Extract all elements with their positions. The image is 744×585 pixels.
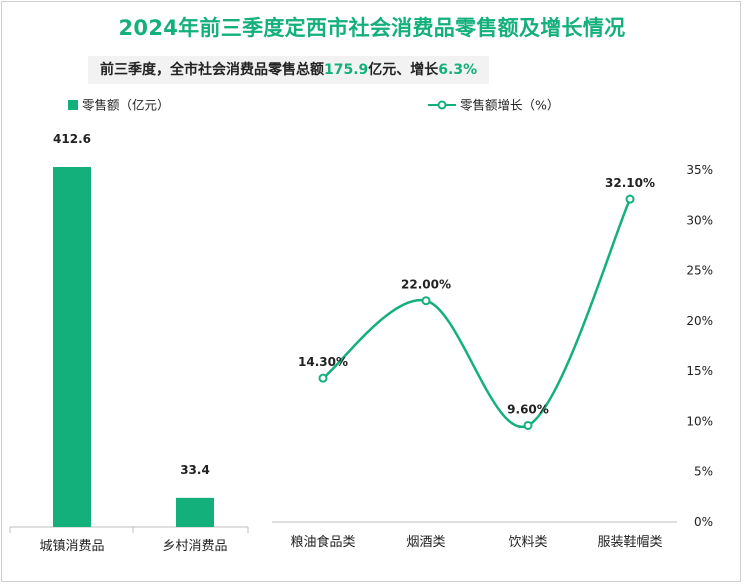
line-y-tick-label: 25%: [686, 264, 713, 278]
bar-category-label: 城镇消费品: [39, 539, 104, 554]
bar: [53, 167, 91, 527]
line-y-tick-label: 0%: [694, 515, 713, 529]
line-point: [421, 296, 431, 306]
chart-subtitle: 前三季度，全市社会消费品零售总额175.9亿元、增长6.3%: [88, 56, 490, 84]
bar-value-label: 33.4: [180, 463, 210, 477]
bars-layer: 412.6 城镇消费品 33.4 乡村消费品: [39, 132, 227, 554]
line-category-label: 服装鞋帽类: [597, 534, 662, 550]
bar: [176, 497, 214, 527]
line-y-tick-label: 5%: [694, 465, 713, 479]
line-y-tick-label: 10%: [686, 414, 713, 428]
legend-line-label: 零售额增长（%）: [460, 98, 559, 113]
line-category-label: 粮油食品类: [290, 534, 355, 550]
line-category-label: 饮料类: [508, 535, 547, 550]
line-y-tick-label: 15%: [686, 364, 713, 378]
bar-category-label: 乡村消费品: [162, 539, 227, 554]
line-value-label: 32.10%: [605, 176, 655, 190]
line-value-label: 22.00%: [401, 278, 451, 292]
growth-line: [322, 198, 632, 429]
bar-value-label: 412.6: [53, 132, 91, 146]
chart-title: 2024年前三季度定西市社会消费品零售额及增长情况: [118, 16, 626, 40]
line-category-label: 烟酒类: [406, 535, 445, 550]
line-value-label: 9.60%: [507, 402, 549, 416]
line-y-tick-label: 35%: [686, 163, 713, 177]
line-y-tick-label: 30%: [686, 213, 713, 227]
line-point: [523, 420, 533, 430]
subtitle-middle: 亿元、增长: [368, 62, 439, 78]
line-point: [318, 373, 328, 383]
legend-bar-label: 零售额（亿元）: [82, 98, 170, 113]
legend-line-marker: [437, 100, 447, 110]
legend-bar-swatch: [68, 100, 78, 110]
line-point: [625, 194, 635, 204]
line-layer: 0% 5% 10% 15% 20% 25% 30% 35% 14.30% 粮油食品类 22.00% 烟…: [290, 163, 713, 550]
subtitle-total-value: 175.9: [324, 62, 369, 78]
line-y-tick-label: 20%: [686, 314, 713, 328]
subtitle-growth-value: 6.3%: [438, 62, 478, 78]
subtitle-prefix: 前三季度，全市社会消费品零售总额: [100, 62, 324, 78]
line-value-label: 14.30%: [298, 355, 348, 369]
